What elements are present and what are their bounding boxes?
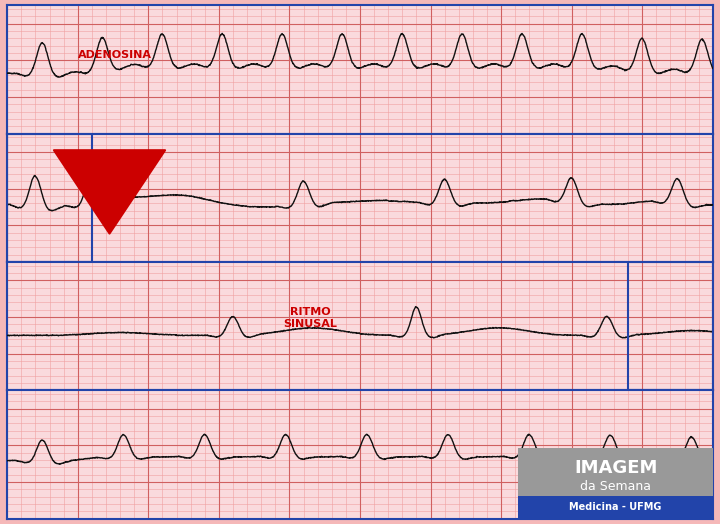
Bar	[628, 262, 713, 390]
Bar	[7, 134, 92, 262]
Text: IMAGEM: IMAGEM	[574, 459, 657, 477]
Text: da Semana: da Semana	[580, 481, 651, 494]
Text: Medicina - UFMG: Medicina - UFMG	[570, 502, 662, 512]
Text: RITMO
SINUSAL: RITMO SINUSAL	[284, 307, 338, 329]
Text: ADENOSINA: ADENOSINA	[78, 50, 152, 60]
